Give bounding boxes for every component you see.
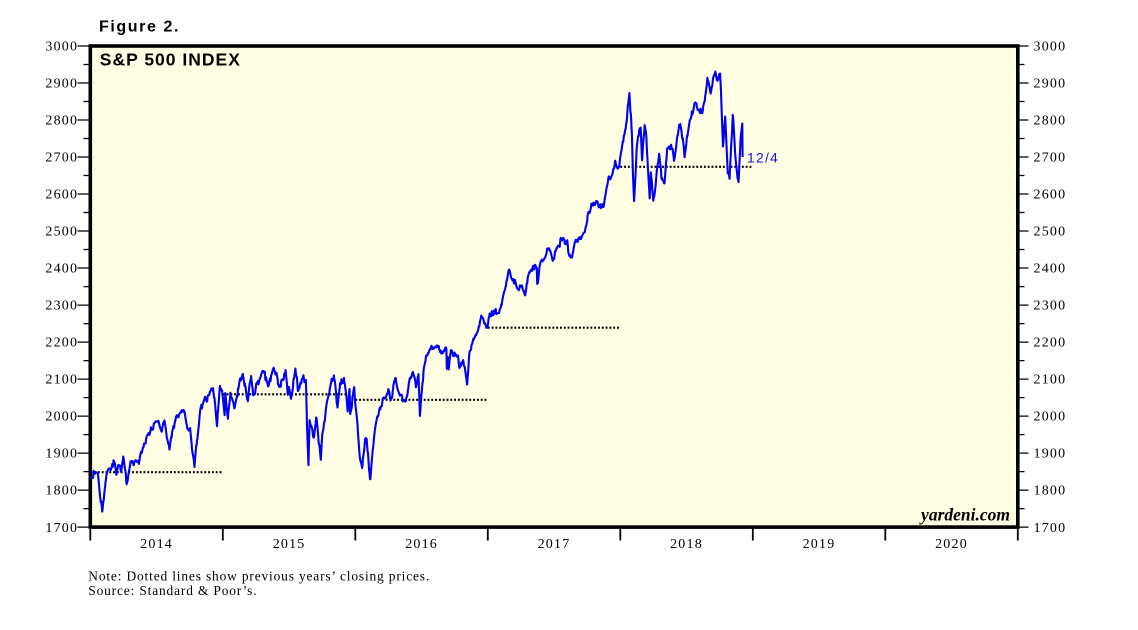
svg-text:2017: 2017 [538, 537, 571, 552]
svg-text:2200: 2200 [1034, 336, 1067, 351]
svg-text:2200: 2200 [45, 336, 78, 351]
svg-text:2700: 2700 [1034, 151, 1067, 166]
svg-text:1800: 1800 [1034, 484, 1067, 499]
svg-text:2800: 2800 [45, 114, 78, 129]
svg-text:2500: 2500 [1034, 225, 1067, 240]
svg-text:2900: 2900 [1034, 77, 1067, 92]
svg-text:2700: 2700 [45, 151, 78, 166]
svg-text:2800: 2800 [1034, 114, 1067, 129]
svg-text:2600: 2600 [1034, 188, 1067, 203]
svg-text:Figure 2.: Figure 2. [99, 19, 180, 36]
svg-text:2020: 2020 [935, 537, 968, 552]
svg-text:yardeni.com: yardeni.com [919, 505, 1010, 525]
svg-text:2400: 2400 [1034, 262, 1067, 277]
svg-text:2300: 2300 [45, 299, 78, 314]
svg-text:1800: 1800 [45, 484, 78, 499]
svg-text:2000: 2000 [1034, 410, 1067, 425]
svg-text:2000: 2000 [45, 410, 78, 425]
svg-text:1900: 1900 [1034, 447, 1067, 462]
svg-text:1700: 1700 [1034, 521, 1067, 536]
svg-text:Source: Standard & Poor’s.: Source: Standard & Poor’s. [88, 583, 257, 598]
svg-text:3000: 3000 [45, 40, 78, 55]
svg-text:2400: 2400 [45, 262, 78, 277]
svg-text:S&P 500 INDEX: S&P 500 INDEX [100, 50, 241, 70]
svg-text:2100: 2100 [45, 373, 78, 388]
svg-text:12/4: 12/4 [747, 150, 779, 166]
svg-text:2016: 2016 [405, 537, 438, 552]
svg-text:2018: 2018 [670, 537, 703, 552]
svg-text:2019: 2019 [803, 537, 836, 552]
svg-text:Note: Dotted lines show previo: Note: Dotted lines show previous years’ … [88, 568, 430, 583]
svg-text:2500: 2500 [45, 225, 78, 240]
svg-text:2015: 2015 [273, 537, 306, 552]
svg-text:2900: 2900 [45, 77, 78, 92]
svg-text:2600: 2600 [45, 188, 78, 203]
svg-text:1900: 1900 [45, 447, 78, 462]
svg-text:2300: 2300 [1034, 299, 1067, 314]
svg-text:2100: 2100 [1034, 373, 1067, 388]
svg-text:3000: 3000 [1034, 40, 1067, 55]
svg-text:2014: 2014 [140, 537, 173, 552]
svg-text:1700: 1700 [45, 521, 78, 536]
